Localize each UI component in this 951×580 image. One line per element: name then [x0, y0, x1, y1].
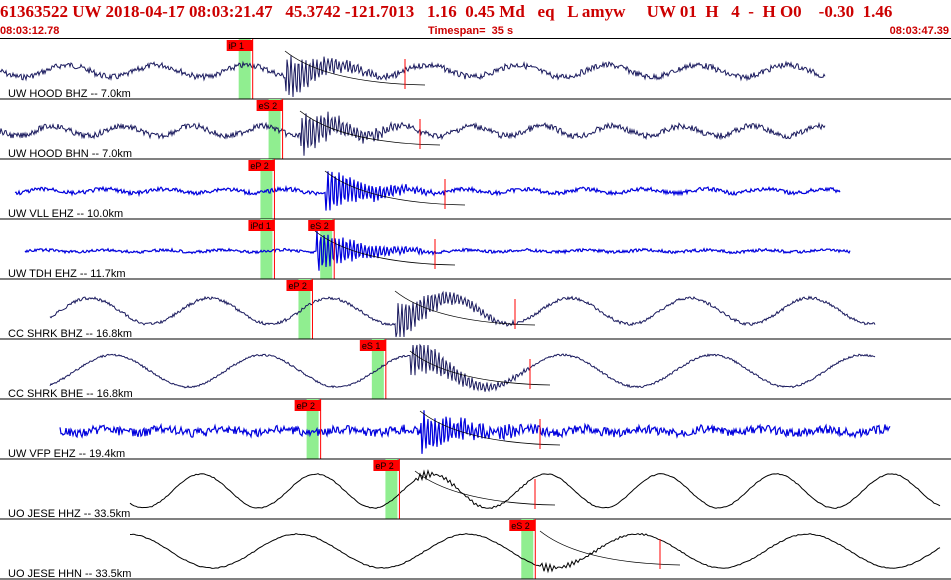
channel-label: UO JESE HHN -- 33.5km: [8, 568, 131, 580]
channel-row[interactable]: eS 2 UW HOOD BHN -- 7.0km: [0, 99, 951, 160]
coda-curve: [324, 170, 466, 206]
pick-label: eS 1: [362, 341, 381, 351]
pick-flag[interactable]: [256, 100, 283, 111]
pick-window: [385, 459, 398, 519]
end-time: 08:03:47.39: [889, 25, 949, 37]
pick-window: [260, 159, 273, 219]
coda-curve: [314, 230, 456, 266]
waveform-trace[interactable]: [0, 111, 826, 156]
channel-row[interactable]: iPd 1 eS 2 UW TDH EHZ -- 11.7km: [0, 219, 951, 280]
pick-flag[interactable]: [308, 220, 335, 231]
channel-row[interactable]: eS 2 UO JESE HHN -- 33.5km: [0, 519, 951, 580]
channel-label: UW HOOD BHZ -- 7.0km: [8, 88, 131, 100]
waveform-trace[interactable]: [0, 55, 826, 98]
pick-window: [238, 39, 251, 99]
start-time: 08:03:12.78: [0, 25, 60, 37]
pick-window: [260, 219, 273, 279]
waveform-trace[interactable]: [24, 229, 851, 271]
channel-label: CC SHRK BHZ -- 16.8km: [8, 328, 132, 340]
waveform-trace[interactable]: [49, 290, 876, 338]
pick-flag[interactable]: [226, 40, 253, 51]
pick-label: eP 2: [297, 401, 315, 411]
channel-row[interactable]: iP 1 UW HOOD BHZ -- 7.0km: [0, 39, 951, 100]
coda-curve: [284, 50, 426, 86]
channel-row[interactable]: eP 2 UW VFP EHZ -- 19.4km: [0, 399, 951, 460]
coda-curve: [419, 410, 561, 446]
coda-curve: [299, 110, 441, 146]
event-info-line: 61363522 UW 2018-04-17 08:03:21.47 45.37…: [0, 2, 893, 21]
channel-row[interactable]: eS 1 CC SHRK BHE -- 16.8km: [0, 339, 951, 400]
pick-label: iP 1: [229, 41, 244, 51]
time-bar: 08:03:12.78 Timespan= 35 s 08:03:47.39: [0, 24, 951, 39]
coda-curve: [394, 290, 536, 326]
coda-curve: [414, 470, 556, 506]
timespan-label: Timespan= 35 s: [428, 25, 514, 37]
pick-label: eP 2: [375, 461, 393, 471]
coda-curve: [539, 530, 681, 566]
coda-curve: [409, 350, 551, 386]
pick-flag[interactable]: [248, 160, 275, 171]
pick-label: eP 2: [288, 281, 306, 291]
pick-label: eP 2: [250, 161, 268, 171]
channel-label: CC SHRK BHE -- 16.8km: [8, 388, 133, 400]
waveform-trace[interactable]: [49, 343, 876, 393]
pick-window: [320, 219, 333, 279]
waveform-trace[interactable]: [59, 410, 891, 454]
channel-label: UW VFP EHZ -- 19.4km: [8, 448, 125, 460]
pick-flag[interactable]: [359, 340, 386, 351]
pick-label: eS 2: [259, 101, 278, 111]
pick-label: eS 2: [310, 221, 329, 231]
channel-label: UW TDH EHZ -- 11.7km: [8, 268, 126, 280]
channel-label: UW VLL EHZ -- 10.0km: [8, 208, 123, 220]
channel-label: UO JESE HHZ -- 33.5km: [8, 508, 130, 520]
channel-row[interactable]: eP 2 UW VLL EHZ -- 10.0km: [0, 159, 951, 220]
pick-label: eS 2: [511, 521, 530, 531]
waveform-trace[interactable]: [14, 171, 841, 211]
pick-flag[interactable]: [373, 460, 400, 471]
event-header: 61363522 UW 2018-04-17 08:03:21.47 45.37…: [0, 0, 951, 24]
pick-flag[interactable]: [294, 400, 321, 411]
pick-flag[interactable]: [286, 280, 313, 291]
pick-window: [306, 399, 319, 459]
pick-window: [521, 519, 534, 579]
pick-label: iPd 1: [250, 221, 271, 231]
pick-flag[interactable]: [248, 220, 275, 231]
waveform-trace[interactable]: [129, 469, 941, 509]
pick-flag[interactable]: [509, 520, 536, 531]
channel-row[interactable]: eP 2 CC SHRK BHZ -- 16.8km: [0, 279, 951, 340]
channel-label: UW HOOD BHN -- 7.0km: [8, 148, 132, 160]
channel-row[interactable]: eP 2 UO JESE HHZ -- 33.5km: [0, 459, 951, 520]
